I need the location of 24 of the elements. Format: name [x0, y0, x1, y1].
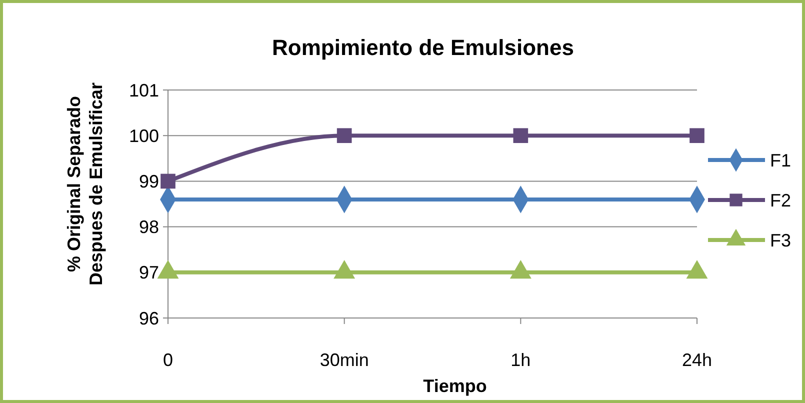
point [157, 260, 179, 279]
x-tick-label: 30min [320, 350, 369, 370]
x-tick-label: 0 [162, 350, 174, 370]
y-tick-label: 96 [138, 308, 159, 328]
y-axis-title: % Original Separado Despues de Emulsificar [64, 82, 106, 286]
point [513, 128, 528, 144]
legend-label: F1 [770, 150, 792, 170]
chart-title: Rompimiento de Emulsiones [272, 35, 574, 60]
point [160, 174, 176, 189]
x-tick-label: 1h [510, 350, 531, 370]
y-tick-label: 101 [128, 80, 159, 100]
point [334, 260, 356, 279]
legend-label: F3 [770, 230, 792, 250]
x-tick-label: 24h [682, 350, 712, 370]
x-axis-title: Tiempo [423, 376, 487, 396]
point [690, 128, 704, 144]
legend-label: F2 [770, 190, 792, 210]
point [510, 260, 532, 279]
y-tick-label: 97 [138, 262, 159, 283]
y-tick-label: 99 [138, 172, 159, 192]
y-tick-label: 100 [128, 126, 159, 146]
point [336, 128, 352, 144]
point [686, 260, 708, 279]
y-tick-label: 98 [138, 217, 159, 238]
